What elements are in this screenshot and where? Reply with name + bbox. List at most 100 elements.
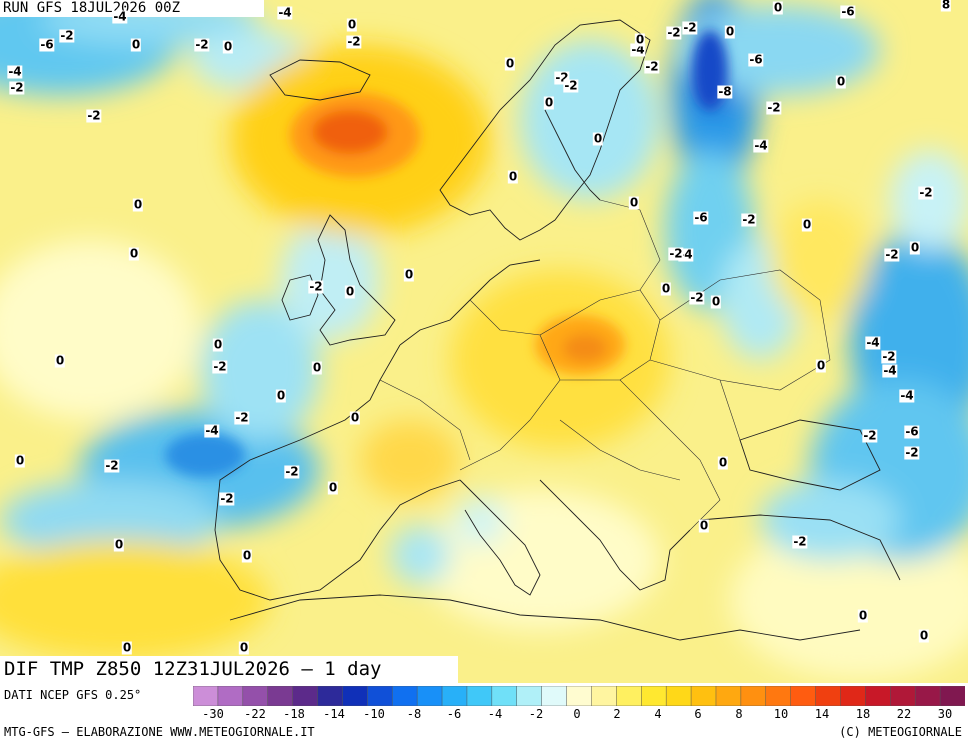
data-source-label: DATI NCEP GFS 0.25° (4, 688, 142, 702)
contour-label: 0 (311, 360, 323, 375)
legend-swatch (939, 686, 965, 706)
contour-label: 0 (698, 518, 710, 533)
contour-label: -4 (204, 423, 220, 438)
contour-label: -2 (668, 246, 684, 261)
legend-tick-label: -18 (283, 707, 305, 721)
legend-swatch (641, 686, 667, 706)
contour-label: 0 (346, 17, 358, 32)
color-legend-bar (193, 686, 965, 706)
contour-label: 0 (130, 37, 142, 52)
legend-tick-label: 30 (937, 707, 953, 721)
contour-label: -4 (865, 335, 881, 350)
legend-swatch (391, 686, 418, 706)
contour-label: -6 (904, 424, 920, 439)
contour-label: -8 (717, 84, 733, 99)
legend-swatch (217, 686, 244, 706)
legend-tick-label: -8 (406, 707, 422, 721)
contour-label: 0 (327, 480, 339, 495)
temperature-anomaly-map (0, 0, 968, 683)
contour-label: 0 (132, 197, 144, 212)
legend-swatch (591, 686, 617, 706)
color-legend-ticks: -30 -22 -18 -14 -10 -8 -6 -4 -2 0 2 4 6 8 10 14 18 22 30 (0, 707, 968, 721)
contour-label: -2 (881, 349, 897, 364)
contour-label: -2 (284, 464, 300, 479)
contour-label: -4 (277, 5, 293, 20)
contour-label: 0 (724, 24, 736, 39)
contour-label: -2 (918, 185, 934, 200)
contour-label: 0 (241, 548, 253, 563)
legend-tick-label: 2 (613, 707, 621, 721)
contour-label: 0 (815, 358, 827, 373)
contour-label: 0 (222, 39, 234, 54)
contour-label: -2 (9, 80, 25, 95)
contour-label: 0 (909, 240, 921, 255)
contour-label: -6 (39, 37, 55, 52)
legend-tick-label: -2 (528, 707, 544, 721)
valid-time-title: DIF TMP Z850 12Z31JUL2026 – 1 day (0, 656, 458, 683)
legend-swatch (193, 686, 219, 706)
legend-tick-label: 8 (735, 707, 743, 721)
contour-label: -4 (7, 64, 23, 79)
legend-swatch (267, 686, 294, 706)
contour-label: -2 (862, 428, 878, 443)
legend-tick-label: -6 (446, 707, 462, 721)
contour-label: 0 (717, 455, 729, 470)
legend-tick-label: 0 (573, 707, 581, 721)
legend-swatch (441, 686, 468, 706)
legend-tick-label: -22 (244, 707, 266, 721)
legend-swatch (242, 686, 269, 706)
contour-label: -2 (904, 445, 920, 460)
map-canvas (0, 0, 968, 680)
legend-swatch (566, 686, 592, 706)
contour-label: -2 (644, 59, 660, 74)
contour-label: -2 (346, 34, 362, 49)
legend-tick-label: -30 (202, 707, 224, 721)
contour-label: -2 (194, 37, 210, 52)
legend-swatch (342, 686, 368, 706)
legend-swatch (416, 686, 443, 706)
legend-swatch (715, 686, 742, 706)
legend-tick-label: -14 (323, 707, 345, 721)
contour-label: 0 (403, 267, 415, 282)
contour-label: -2 (212, 359, 228, 374)
contour-label: -4 (882, 363, 898, 378)
footer: DATI NCEP GFS 0.25° -30 -22 -18 -14 -10 -8 -6-… (0, 683, 968, 745)
contour-label: 0 (660, 281, 672, 296)
legend-tick-label: 18 (855, 707, 871, 721)
legend-tick-label: -10 (363, 707, 385, 721)
contour-label: -2 (766, 100, 782, 115)
contour-label: 0 (772, 0, 784, 15)
contour-label: 0 (212, 337, 224, 352)
contour-label: -4 (753, 138, 769, 153)
contour-label: 0 (275, 388, 287, 403)
contour-label: -6 (748, 52, 764, 67)
contour-label: 0 (592, 131, 604, 146)
legend-swatch (690, 686, 717, 706)
contour-label: 0 (857, 608, 869, 623)
legend-swatch (765, 686, 792, 706)
legend-tick-label: 22 (896, 707, 912, 721)
country-borders (379, 199, 831, 531)
legend-swatch (541, 686, 568, 706)
legend-tick-label: -4 (487, 707, 503, 721)
legend-swatch (317, 686, 343, 706)
legend-tick-label: 4 (654, 707, 662, 721)
contour-label: 0 (634, 32, 646, 47)
credit-elaborazione: MTG-GFS – ELABORAZIONE WWW.METEOGIORNALE… (4, 725, 315, 739)
contour-label: -2 (884, 247, 900, 262)
contour-label: 0 (344, 284, 356, 299)
legend-swatch (790, 686, 817, 706)
legend-swatch (491, 686, 518, 706)
contour-label: 0 (918, 628, 930, 643)
legend-swatch (292, 686, 319, 706)
legend-swatch (815, 686, 842, 706)
contour-label: -6 (840, 4, 856, 19)
contour-label: -2 (741, 212, 757, 227)
legend-swatch (914, 686, 941, 706)
contour-label: -2 (104, 458, 120, 473)
contour-label: -4 (112, 9, 128, 24)
contour-label: 8 (940, 0, 952, 12)
contour-label: -2 (308, 279, 324, 294)
run-info: RUN GFS 18JUL2026 00Z (0, 0, 264, 17)
anomaly-shading (0, 0, 968, 680)
